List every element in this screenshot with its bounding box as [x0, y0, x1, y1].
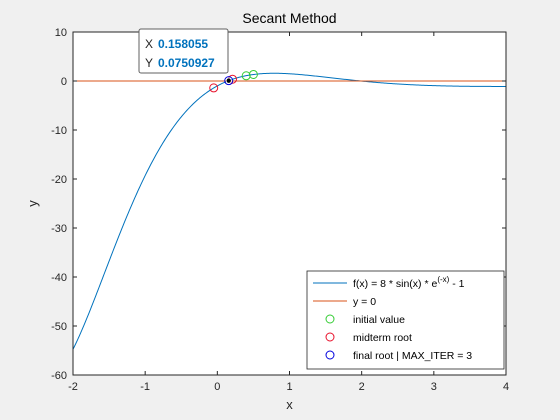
x-tick-label: 2: [359, 381, 365, 393]
y-tick-label: -20: [51, 174, 67, 186]
y-tick-label: -50: [51, 321, 67, 333]
legend-entry-text: y = 0: [353, 296, 376, 308]
legend[interactable]: f(x) = 8 * sin(x) * e(-x) - 1 y = 0 initia…: [306, 270, 505, 370]
datatip-y-value: 0.0750927: [158, 56, 215, 70]
datatip-marker[interactable]: [225, 77, 232, 84]
datatip[interactable]: X 0.158055 Y 0.0750927: [138, 28, 229, 74]
legend-swatch-marker: [325, 350, 335, 360]
x-tick-label: -1: [140, 381, 150, 393]
marker-final-point: [224, 76, 234, 86]
legend-entry-label: initial value: [353, 314, 405, 326]
legend-entry-text: initial value: [353, 314, 405, 326]
y-tick-label: -30: [51, 223, 67, 235]
x-tick-label: 3: [431, 381, 437, 393]
y-tick-label: -10: [51, 125, 67, 137]
marker-initial-point: [248, 69, 258, 79]
y-axis-label: y: [25, 200, 40, 207]
y-tick-label: -40: [51, 272, 67, 284]
legend-swatch-marker: [325, 332, 335, 342]
legend-entry-text: final root | MAX_ITER = 3: [353, 350, 472, 362]
marker-midterm-point: [209, 83, 219, 93]
datatip-x-label: X: [145, 37, 153, 51]
legend-entry-text: f(x) = 8 * sin(x) * e: [353, 278, 437, 290]
datatip-y-label: Y: [145, 56, 153, 70]
legend-entry-superscript: (-x): [437, 275, 449, 284]
legend-entry-suffix: - 1: [449, 278, 464, 290]
legend-entry-label: final root | MAX_ITER = 3: [353, 350, 472, 362]
marker-initial-point: [241, 71, 251, 81]
legend-entry-label: midterm root: [353, 332, 412, 344]
legend-swatch-marker: [325, 314, 335, 324]
series-markers: [209, 69, 258, 93]
datatip-x-value: 0.158055: [158, 37, 208, 51]
datatip-box: [138, 28, 229, 74]
x-tick-label: 4: [503, 381, 509, 393]
y-tick-label: 0: [61, 76, 67, 88]
x-tick-label: 0: [214, 381, 220, 393]
legend-entry-label: f(x) = 8 * sin(x) * e(-x) - 1: [353, 275, 465, 290]
chart-title: Secant Method: [242, 10, 336, 26]
x-tick-label: -2: [68, 381, 78, 393]
series-line-f: [72, 72, 506, 350]
datatip-dot[interactable]: [225, 77, 232, 84]
plot-content: [72, 69, 506, 350]
legend-entry-text: midterm root: [353, 332, 412, 344]
y-axis-ticks: 10 0 -10 -20 -30 -40 -50 -60: [51, 27, 506, 382]
x-axis-label: x: [286, 397, 293, 412]
y-tick-label: 10: [55, 27, 67, 39]
y-tick-label: -60: [51, 370, 67, 382]
legend-box: [306, 270, 505, 370]
legend-entry-label: y = 0: [353, 296, 376, 308]
x-tick-label: 1: [286, 381, 292, 393]
